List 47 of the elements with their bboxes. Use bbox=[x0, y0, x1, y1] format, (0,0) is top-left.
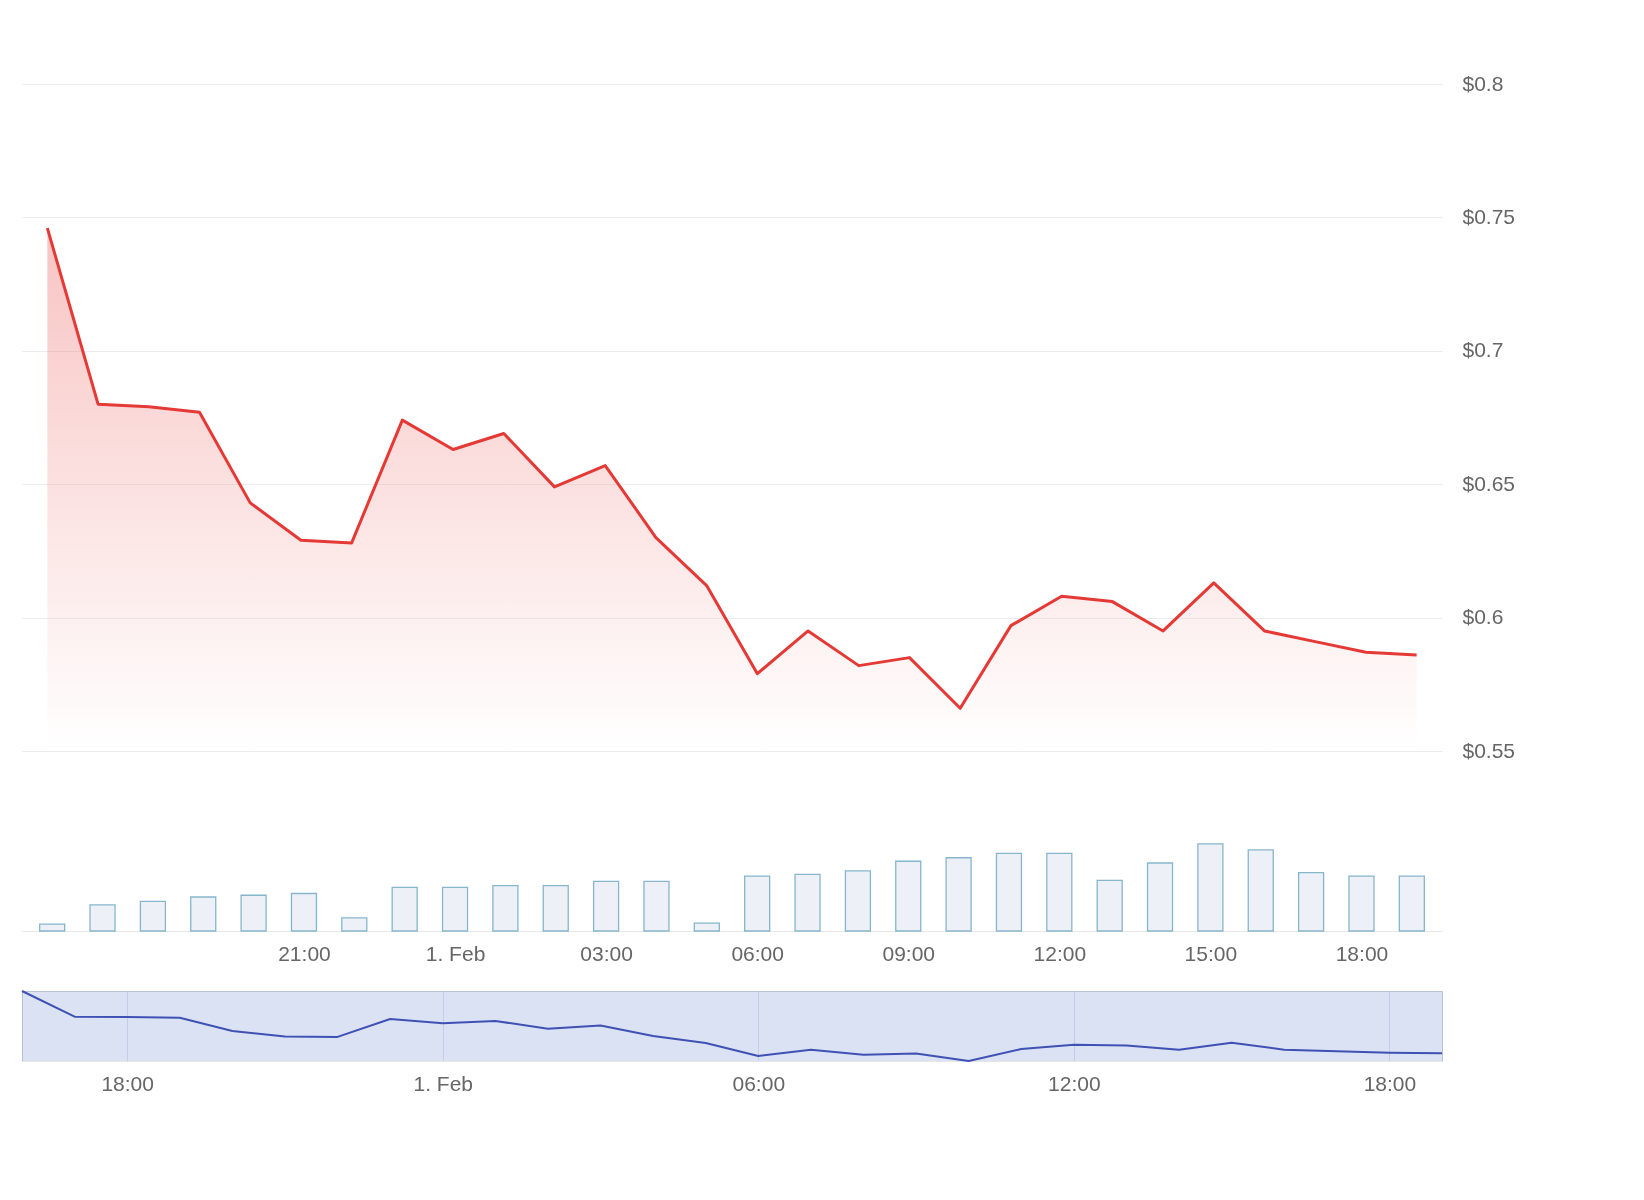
bar bbox=[240, 894, 267, 932]
x-tick-label: 18:00 bbox=[1363, 1071, 1417, 1095]
x-tick-label: 1. Feb bbox=[413, 1071, 474, 1095]
y-tick-label: $0.8 bbox=[1462, 71, 1504, 95]
bar bbox=[441, 886, 469, 932]
bar bbox=[945, 857, 972, 932]
bar bbox=[592, 880, 620, 932]
bar bbox=[1197, 843, 1224, 932]
x-tick-label: 1. Feb bbox=[425, 941, 486, 965]
bar bbox=[341, 917, 368, 932]
x-tick-label: 09:00 bbox=[882, 941, 936, 965]
x-tick-label: 12:00 bbox=[1033, 941, 1087, 965]
x-tick-label: 06:00 bbox=[732, 1071, 786, 1095]
bar bbox=[895, 860, 922, 932]
bar bbox=[492, 885, 519, 932]
x-tick-label: 21:00 bbox=[278, 941, 331, 965]
bar bbox=[1348, 875, 1375, 932]
bar bbox=[1046, 852, 1073, 932]
y-tick-label: $0.7 bbox=[1462, 338, 1504, 362]
bar bbox=[693, 922, 720, 932]
bar bbox=[542, 885, 569, 932]
y-tick-label: $0.55 bbox=[1462, 738, 1516, 762]
y-tick-label: $0.75 bbox=[1462, 204, 1516, 228]
bar bbox=[1146, 862, 1174, 932]
x-tick-label: 12:00 bbox=[1048, 1071, 1101, 1095]
x-tick-label: 18:00 bbox=[1335, 941, 1389, 965]
x-tick-label: 18:00 bbox=[101, 1071, 154, 1095]
y-tick-label: $0.65 bbox=[1462, 471, 1516, 495]
bar bbox=[794, 873, 821, 932]
bar bbox=[844, 870, 872, 932]
x-tick-label: 06:00 bbox=[731, 941, 784, 965]
bar bbox=[1096, 879, 1123, 932]
bar bbox=[391, 886, 418, 932]
x-tick-label: 15:00 bbox=[1184, 941, 1238, 965]
bar bbox=[1297, 871, 1325, 932]
bar bbox=[290, 892, 318, 932]
bar bbox=[744, 875, 771, 932]
bar bbox=[1398, 875, 1425, 932]
bar bbox=[39, 923, 66, 932]
x-tick-label: 03:00 bbox=[580, 941, 633, 965]
bar bbox=[190, 896, 217, 932]
y-tick-label: $0.6 bbox=[1462, 605, 1504, 629]
bar bbox=[643, 880, 670, 932]
bar bbox=[89, 904, 116, 932]
bar bbox=[1247, 849, 1274, 932]
bar bbox=[139, 900, 167, 932]
bar bbox=[995, 852, 1023, 932]
